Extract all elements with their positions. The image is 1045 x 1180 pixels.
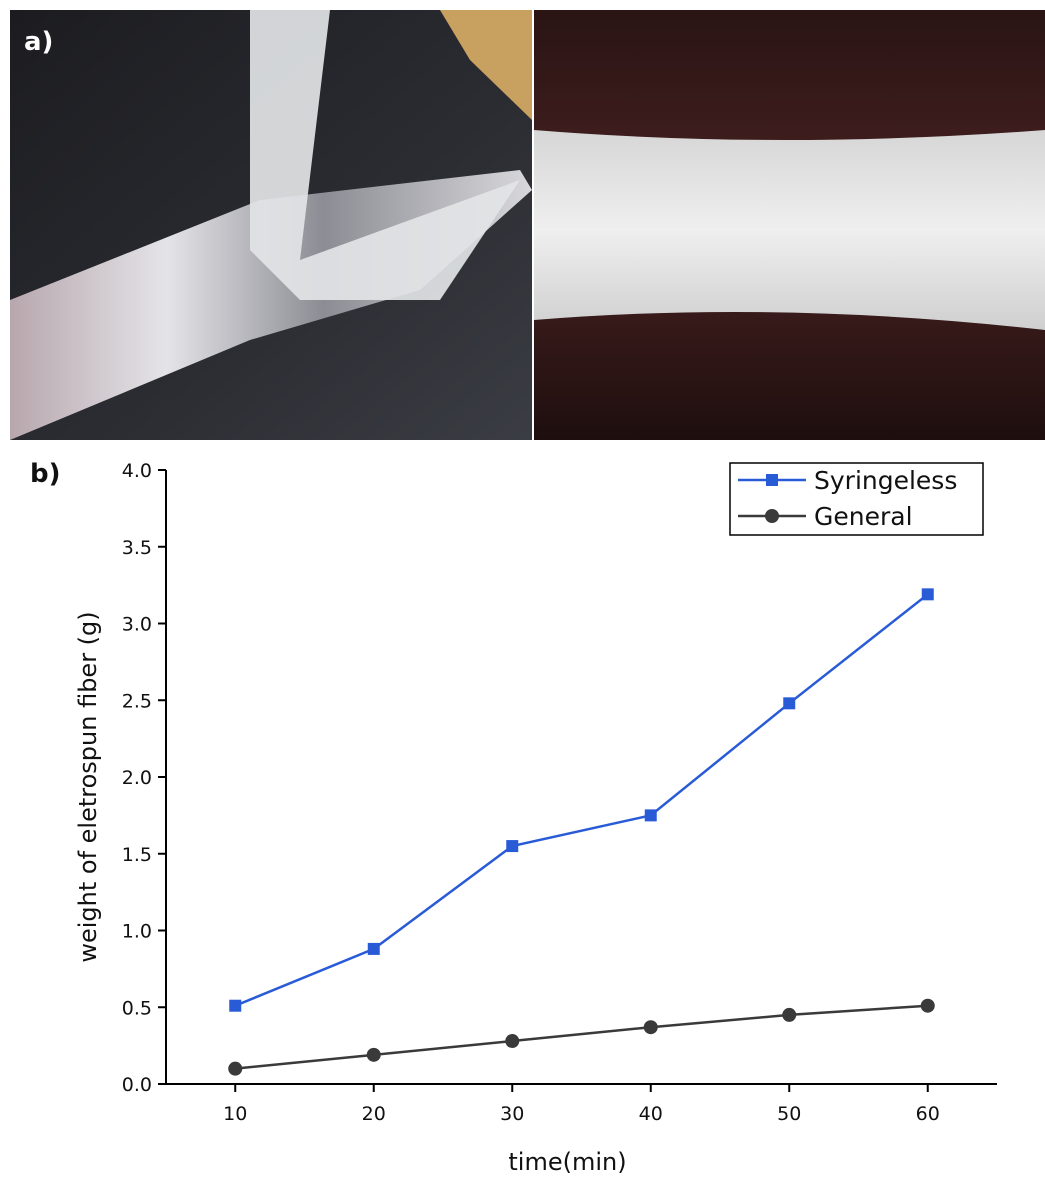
x-tick-label: 50 xyxy=(777,1103,801,1125)
panel-label: b) xyxy=(30,459,61,489)
legend-marker xyxy=(766,474,778,486)
marker xyxy=(229,1000,241,1012)
legend-marker xyxy=(765,509,779,523)
x-tick-label: 40 xyxy=(639,1103,663,1125)
photo-left: a) xyxy=(10,10,532,440)
y-tick-label: 0.0 xyxy=(122,1074,152,1096)
marker xyxy=(645,809,657,821)
x-tick-label: 10 xyxy=(223,1103,247,1125)
marker xyxy=(644,1020,658,1034)
y-tick-label: 2.5 xyxy=(122,690,152,712)
series-line xyxy=(235,594,928,1005)
y-tick-label: 1.5 xyxy=(122,844,152,866)
y-tick-label: 4.0 xyxy=(122,460,152,482)
y-tick-label: 0.5 xyxy=(122,997,152,1019)
x-tick-label: 30 xyxy=(500,1103,524,1125)
y-tick-label: 1.0 xyxy=(122,921,152,943)
figure: a) b) 0.0 0.5 1.0 1.5 2.0 2.5 3.0 3.5 4.0 10 20 30 4… xyxy=(0,0,1045,1176)
marker xyxy=(782,1008,796,1022)
marker xyxy=(228,1062,242,1076)
legend-label: Syringeless xyxy=(814,466,957,495)
marker xyxy=(367,1048,381,1062)
series-line xyxy=(235,1006,928,1069)
photo-right xyxy=(534,10,1045,440)
panel-label: a) xyxy=(24,27,53,57)
x-axis-title: time(min) xyxy=(508,1148,626,1176)
legend-label: General xyxy=(814,502,913,531)
marker xyxy=(783,697,795,709)
y-axis-title: weight of eletrospun fiber (g) xyxy=(74,611,102,962)
marker xyxy=(505,1034,519,1048)
page: {"panel_labels": ["a)", "b)"], "chart_da… xyxy=(0,0,1045,1180)
marker xyxy=(506,840,518,852)
y-tick-label: 3.5 xyxy=(122,537,152,559)
x-tick-label: 20 xyxy=(362,1103,386,1125)
marker xyxy=(921,999,935,1013)
y-tick-label: 2.0 xyxy=(122,767,152,789)
marker xyxy=(922,588,934,600)
x-tick-label: 60 xyxy=(916,1103,940,1125)
marker xyxy=(368,943,380,955)
y-tick-label: 3.0 xyxy=(122,614,152,636)
